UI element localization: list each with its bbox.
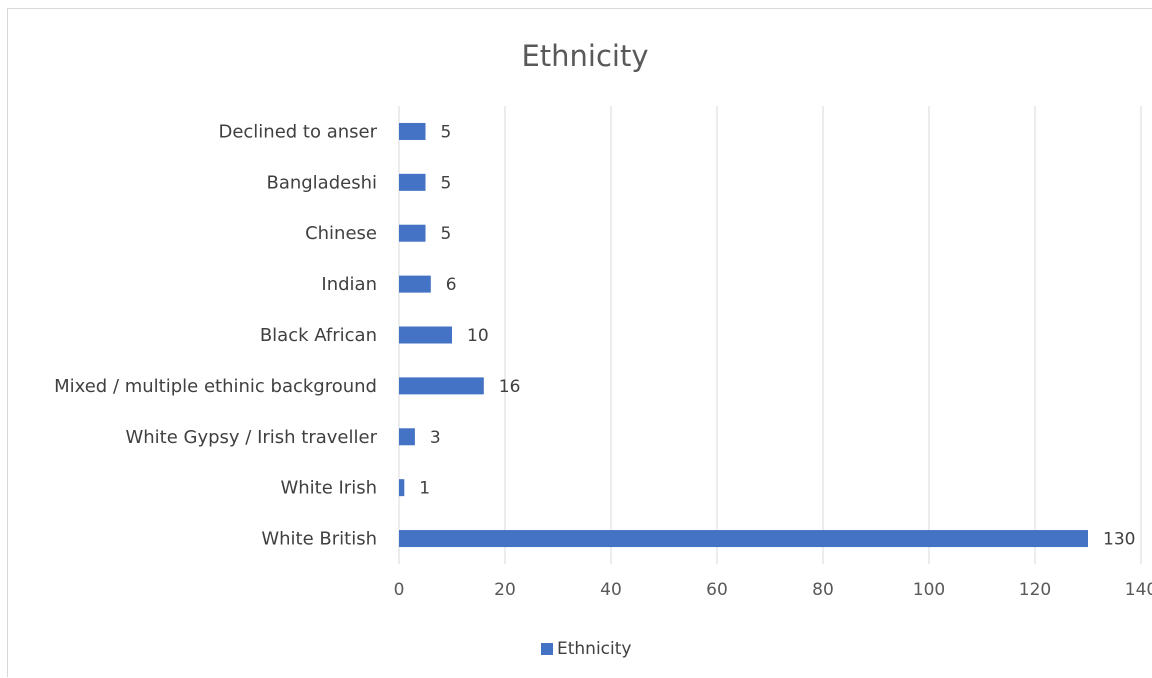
- x-tick-label: 100: [913, 580, 945, 600]
- x-tick-label: 80: [812, 580, 834, 600]
- gridlines: [398, 106, 1142, 564]
- legend: Ethnicity: [541, 639, 631, 659]
- data-labels: 5 5 5 6 10 16 3 1 130: [419, 122, 1135, 549]
- bar: [399, 224, 426, 242]
- bar: [399, 173, 426, 191]
- bar: [399, 377, 484, 395]
- data-label: 16: [499, 377, 521, 397]
- bar: [399, 122, 426, 140]
- category-labels: Declined to anser Bangladeshi Chinese India…: [54, 121, 378, 549]
- data-label: 130: [1103, 530, 1135, 550]
- category-label: Bangladeshi: [266, 172, 377, 193]
- data-label: 5: [441, 122, 452, 142]
- x-tick-label: 140: [1125, 580, 1152, 600]
- x-tick-label: 120: [1019, 580, 1051, 600]
- category-label: Black African: [260, 325, 377, 346]
- bar-chart: Ethnicity Declined to anser Bangladeshi Ch…: [54, 39, 1152, 659]
- data-label: 1: [419, 479, 430, 499]
- x-tick-label: 20: [494, 580, 516, 600]
- legend-swatch: [541, 643, 553, 655]
- category-label: Indian: [321, 274, 377, 295]
- data-label: 10: [467, 326, 489, 346]
- bar: [399, 530, 1088, 548]
- category-label: White British: [261, 529, 377, 550]
- bar: [399, 326, 452, 344]
- chart-title: Ethnicity: [521, 39, 648, 73]
- bar: [399, 275, 431, 293]
- category-label: White Gypsy / Irish traveller: [125, 427, 377, 448]
- data-label: 3: [430, 428, 441, 448]
- x-tick-label: 0: [394, 580, 405, 600]
- chart-frame: Ethnicity Declined to anser Bangladeshi Ch…: [7, 8, 1152, 677]
- bar: [399, 428, 415, 446]
- category-label: Mixed / multiple ethinic background: [54, 376, 377, 397]
- data-label: 5: [441, 173, 452, 193]
- x-tick-label: 40: [600, 580, 622, 600]
- category-label: Declined to anser: [218, 121, 377, 142]
- category-label: White Irish: [280, 478, 377, 499]
- category-label: Chinese: [305, 223, 377, 244]
- bars: [399, 122, 1088, 548]
- bar: [399, 479, 405, 497]
- data-label: 6: [446, 275, 457, 295]
- legend-label: Ethnicity: [557, 639, 631, 659]
- x-axis-ticks: 0 20 40 60 80 100 120 140: [394, 580, 1152, 600]
- x-tick-label: 60: [706, 580, 728, 600]
- data-label: 5: [441, 224, 452, 244]
